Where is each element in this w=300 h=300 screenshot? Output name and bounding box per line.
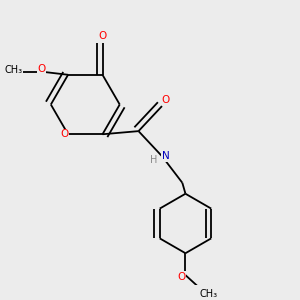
Text: O: O: [60, 129, 68, 139]
Text: H: H: [151, 155, 158, 165]
Text: CH₃: CH₃: [4, 65, 22, 75]
Text: N: N: [162, 151, 169, 161]
Text: O: O: [178, 272, 186, 282]
Text: O: O: [37, 64, 46, 74]
Text: CH₃: CH₃: [200, 289, 218, 299]
Text: O: O: [98, 31, 106, 40]
Text: O: O: [161, 95, 169, 105]
